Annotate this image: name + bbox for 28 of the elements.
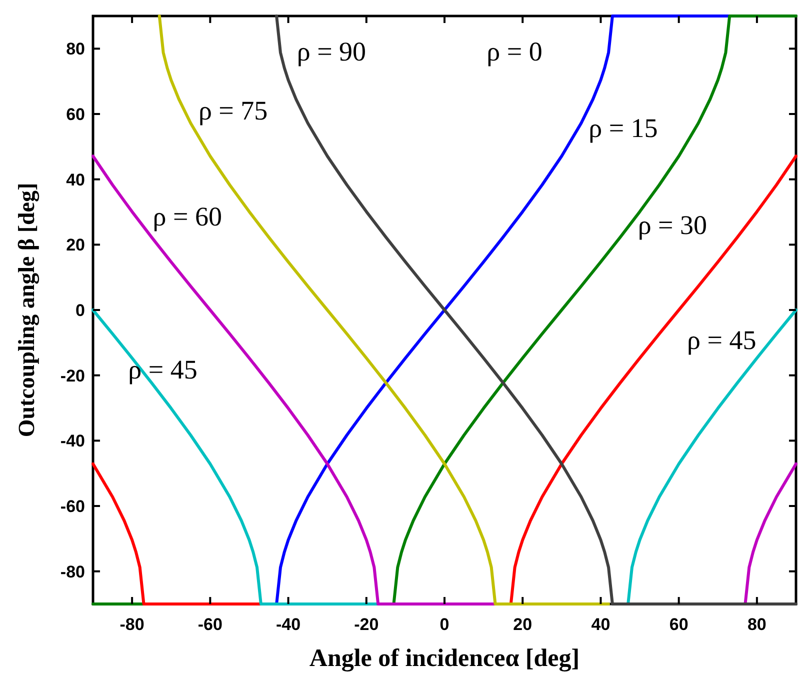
x-tick-label: -80 bbox=[120, 615, 144, 634]
x-axis-title: Angle of incidenceα [deg] bbox=[309, 645, 580, 672]
x-tick-label: 40 bbox=[591, 615, 610, 634]
y-tick-label: 60 bbox=[66, 104, 85, 124]
annotation: ρ = 0 bbox=[486, 36, 542, 67]
y-tick-label: 20 bbox=[66, 236, 85, 255]
annotation: ρ = 75 bbox=[198, 96, 268, 126]
y-tick-label: 80 bbox=[66, 40, 85, 59]
y-axis-title: Outcoupling angle β [deg] bbox=[14, 182, 40, 438]
annotation: ρ = 60 bbox=[152, 201, 222, 232]
annotation: ρ = 90 bbox=[296, 36, 366, 67]
y-tick-label: 0 bbox=[76, 300, 85, 320]
y-tick-label: -60 bbox=[60, 496, 85, 516]
x-tick-label: 20 bbox=[513, 615, 532, 634]
annotation: ρ = 15 bbox=[588, 113, 658, 144]
x-tick-label: 0 bbox=[440, 615, 450, 634]
y-tick-label: -20 bbox=[60, 366, 85, 386]
y-tick-label: -80 bbox=[60, 562, 85, 582]
x-tick-label: -20 bbox=[354, 615, 379, 634]
y-tick-label: -40 bbox=[60, 432, 85, 451]
x-tick-label: 80 bbox=[747, 615, 766, 634]
y-tick-label: 40 bbox=[66, 170, 85, 190]
x-tick-label: -60 bbox=[198, 615, 222, 634]
x-tick-label: -40 bbox=[276, 615, 301, 634]
annotation: ρ = 45 bbox=[128, 354, 198, 384]
annotation: ρ = 45 bbox=[687, 324, 756, 355]
x-tick-label: 60 bbox=[669, 615, 688, 634]
annotation: ρ = 30 bbox=[638, 210, 708, 240]
